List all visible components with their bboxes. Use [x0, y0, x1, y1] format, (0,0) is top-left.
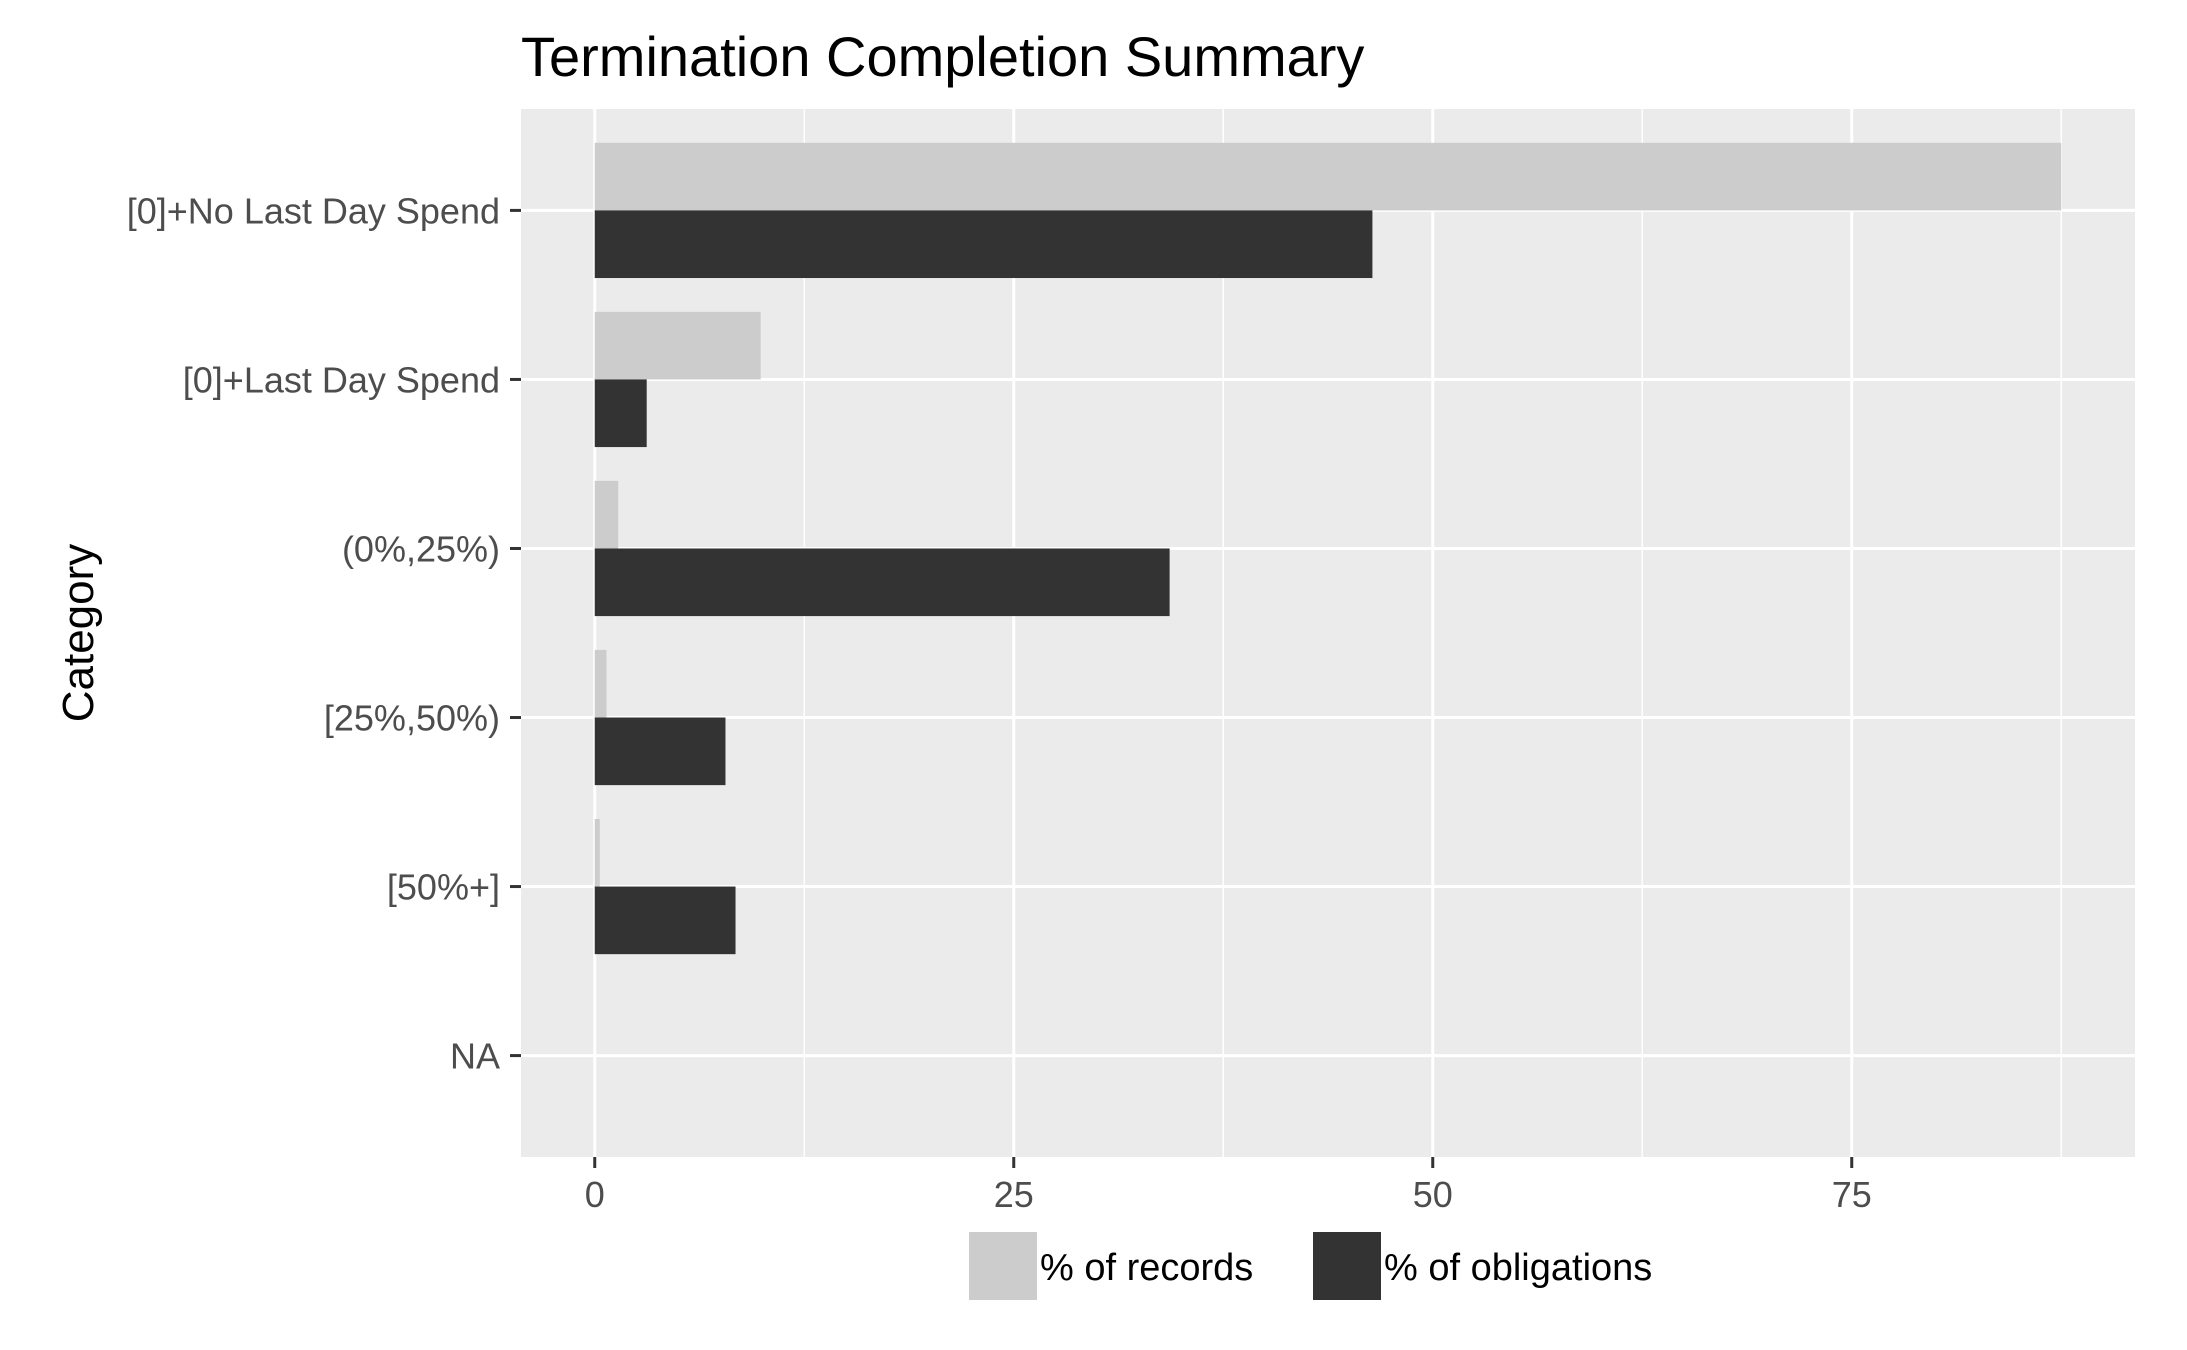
y-tick-label: [0]+Last Day Spend	[183, 359, 500, 400]
bar-records	[594, 649, 607, 718]
x-tick-label: 50	[1413, 1174, 1453, 1215]
bar-records	[594, 142, 2062, 211]
bar-records	[594, 480, 619, 549]
bars	[594, 142, 2062, 955]
bar-records	[594, 818, 600, 887]
grid-lines	[521, 109, 2135, 1157]
y-tick-label: [25%,50%)	[324, 698, 500, 739]
x-tick-label: 0	[585, 1174, 605, 1215]
legend-key	[1313, 1232, 1381, 1300]
y-axis-title: Category	[54, 544, 103, 723]
legend-label: % of records	[1040, 1247, 1253, 1289]
y-tick-label: (0%,25%)	[342, 528, 500, 569]
x-axis: 0 25 50 75	[585, 1157, 1872, 1215]
x-tick-label: 75	[1832, 1174, 1872, 1215]
plot-panel	[521, 109, 2135, 1157]
bar-obligations	[594, 886, 736, 955]
legend: % of records % of obligations	[969, 1232, 1652, 1300]
legend-label: % of obligations	[1384, 1247, 1652, 1289]
y-tick-label: [50%+]	[387, 867, 500, 908]
chart-title: Termination Completion Summary	[521, 25, 1364, 88]
y-axis: [0]+No Last Day Spend [0]+Last Day Spend (…	[127, 190, 521, 1077]
x-tick-label: 25	[994, 1174, 1034, 1215]
bar-obligations	[594, 717, 726, 786]
bar-obligations	[594, 379, 647, 448]
bar-records	[594, 311, 761, 380]
bar-obligations	[594, 548, 1170, 617]
legend-key	[969, 1232, 1037, 1300]
bar-obligations	[594, 210, 1373, 279]
y-tick-label: NA	[450, 1036, 500, 1077]
y-tick-label: [0]+No Last Day Spend	[127, 190, 500, 231]
